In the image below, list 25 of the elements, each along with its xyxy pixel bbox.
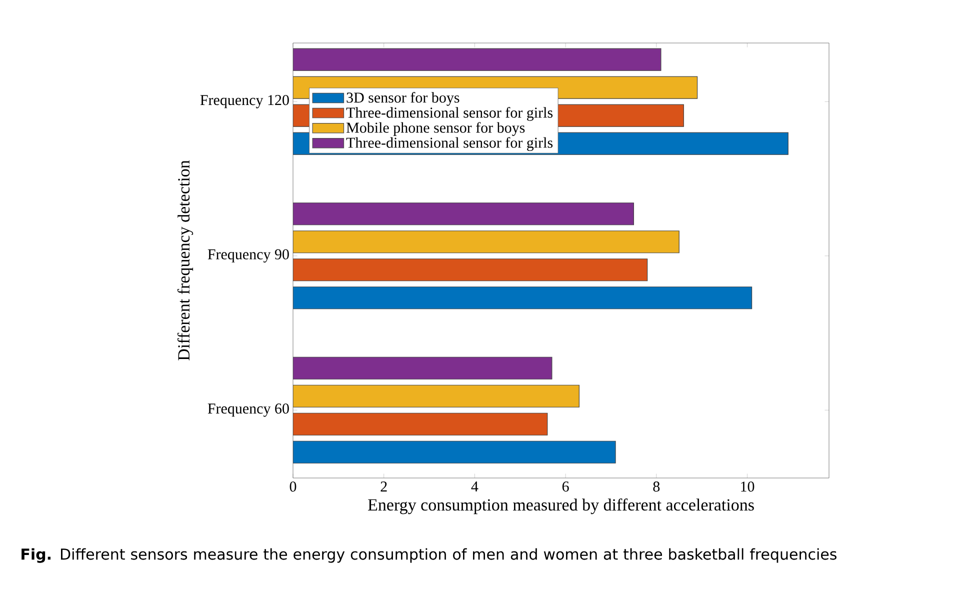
bar <box>293 440 616 464</box>
y-tick-label: Frequency 90 <box>208 249 289 262</box>
y-tick-label: Frequency 60 <box>208 404 289 417</box>
legend-label: 3D sensor for boys <box>346 92 460 106</box>
legend-label: Three-dimensional sensor for girls <box>346 107 553 121</box>
bar <box>293 202 634 226</box>
legend-label: Three-dimensional sensor for girls <box>346 137 553 151</box>
bar <box>293 412 548 436</box>
legend-label: Mobile phone sensor for boys <box>346 122 525 136</box>
x-axis-title: Energy consumption measured by different accelerations <box>368 498 754 514</box>
bar <box>293 230 680 254</box>
y-axis-title: Different frequency detection <box>177 160 194 360</box>
x-tick-label: 8 <box>653 482 660 492</box>
x-tick-label: 2 <box>380 482 387 492</box>
x-tick-label: 10 <box>741 482 754 492</box>
bar <box>293 258 648 282</box>
bar <box>293 384 580 408</box>
bar <box>293 356 552 380</box>
y-tick-label: Frequency 120 <box>200 95 289 108</box>
bar <box>293 286 752 310</box>
bar <box>293 48 662 71</box>
x-tick-label: 4 <box>471 482 478 492</box>
text: Fig. Different sensors measure the energy consumption of men and women at three basketball frequencies <box>22 548 836 563</box>
x-tick-label: 6 <box>562 482 569 492</box>
x-tick-label: 0 <box>290 482 296 492</box>
